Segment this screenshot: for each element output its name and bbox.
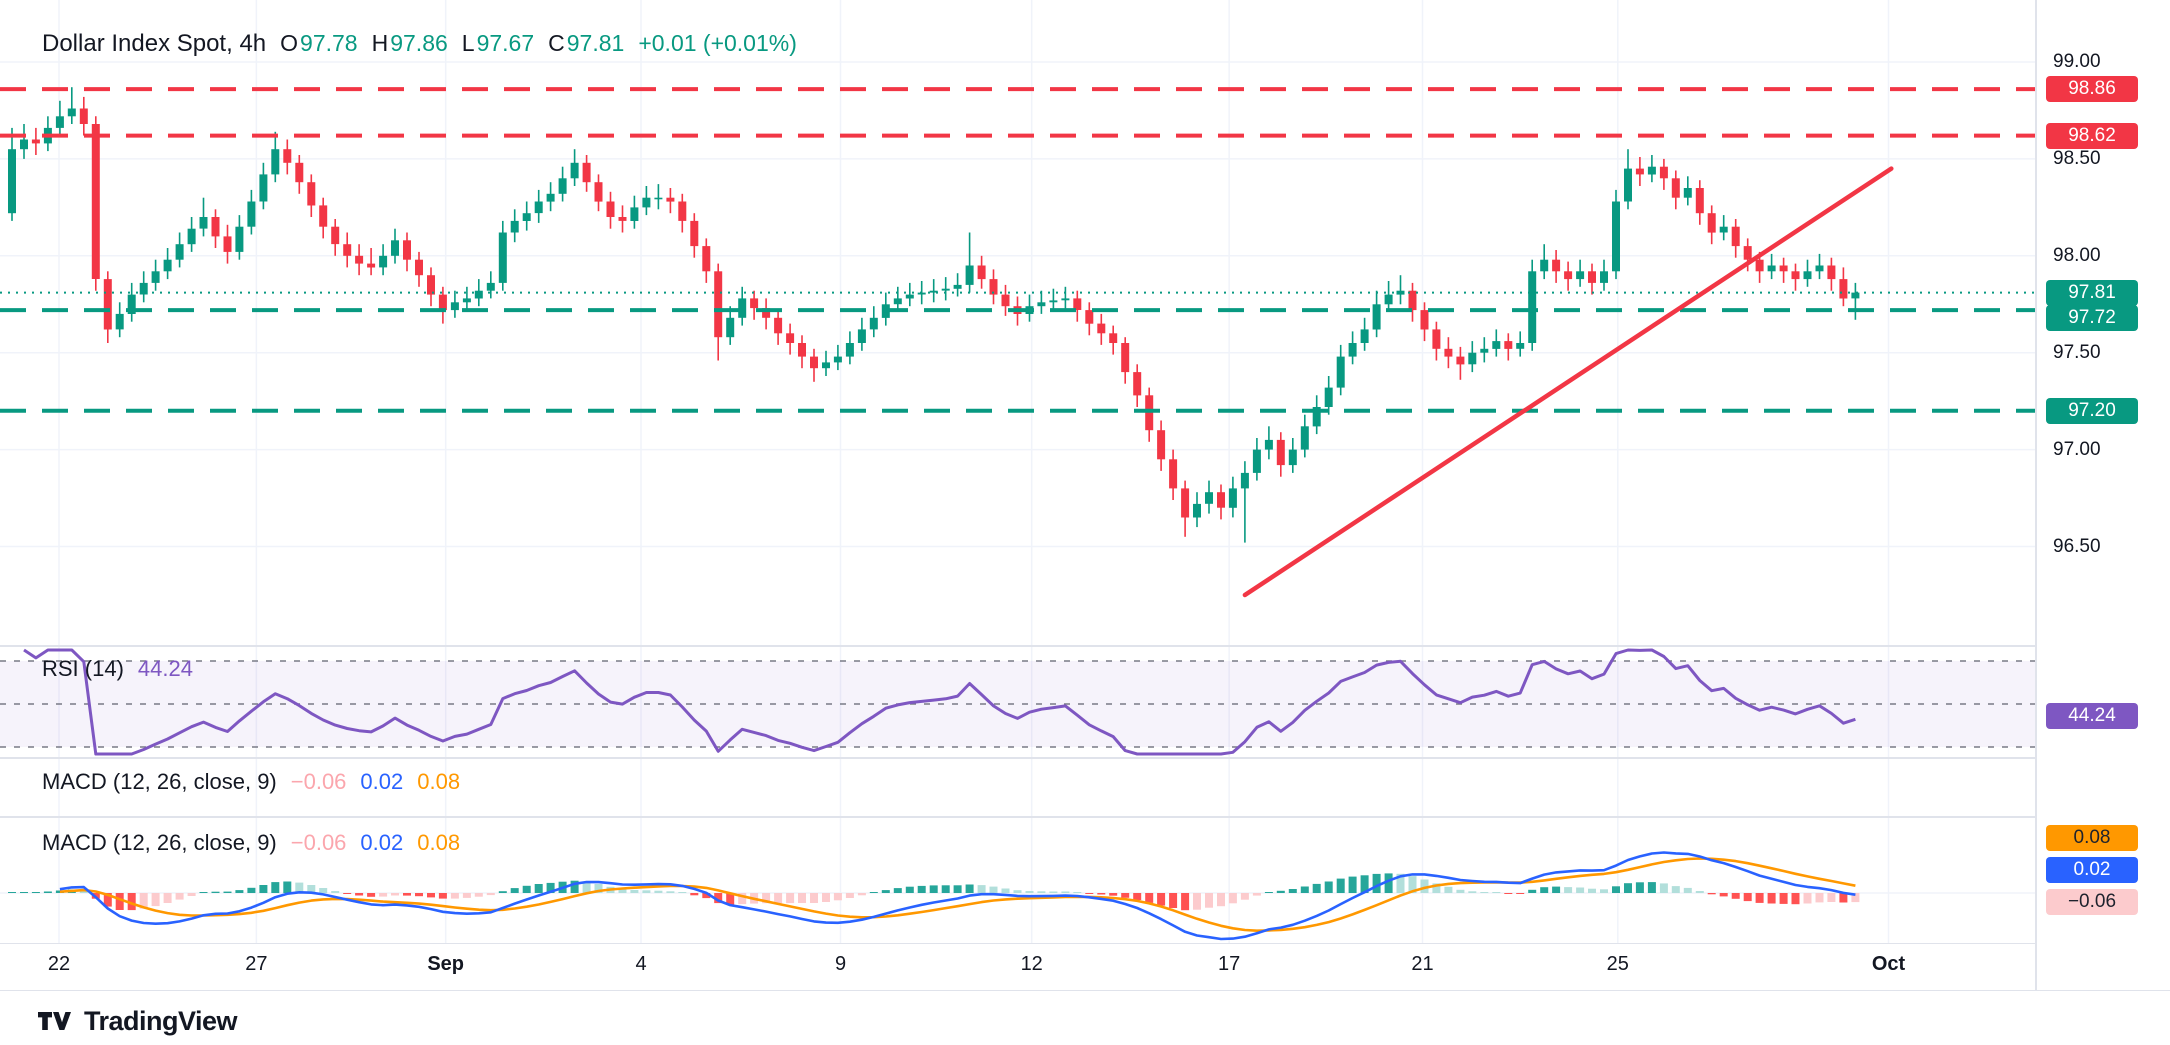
price-axis[interactable]: 99.00 98.50 98.00 97.50 97.00 96.50 98.86 98.62… [2035, 0, 2170, 990]
price-level-badge: 98.62 [2046, 122, 2138, 149]
pane-separator[interactable] [0, 757, 2170, 759]
macd-signal-value: 0.08 [417, 769, 461, 794]
price-tick: 98.00 [2053, 244, 2101, 266]
price-level-badge: 98.86 [2046, 76, 2138, 103]
tradingview-logo-icon [38, 1012, 71, 1030]
time-label: 25 [1606, 953, 1629, 975]
macd-hist-value: −0.06 [290, 769, 347, 794]
pane-separator [0, 989, 2170, 991]
time-label: 21 [1411, 953, 1434, 975]
macd-value-badge: 0.08 [2046, 825, 2138, 851]
time-label: 22 [47, 953, 71, 975]
ohlc-open: O 97.78 [280, 30, 357, 57]
macd-value-badge: −0.06 [2046, 889, 2138, 915]
time-label: 27 [245, 953, 268, 975]
price-level-badge: 97.20 [2046, 397, 2138, 424]
high-value: 97.86 [390, 30, 448, 56]
close-value: 97.81 [566, 30, 625, 56]
macd-line-value: 0.02 [360, 830, 404, 855]
price-level-badge: 97.81 [2046, 279, 2138, 306]
tradingview-attribution[interactable]: TradingView [38, 1000, 238, 1042]
chart-legend: Dollar Index Spot, 4h O 97.78 H 97.86 L 97.… [42, 30, 797, 58]
macd-label[interactable]: MACD (12, 26, close, 9) [42, 769, 277, 794]
pane-separator[interactable] [0, 645, 2170, 647]
macd-line-value: 0.02 [360, 769, 404, 794]
ohlc-high: H 97.86 [372, 30, 448, 57]
close-label: C [548, 30, 565, 56]
macd-signal-value: 0.08 [417, 830, 461, 855]
macd-pane-canvas[interactable] [0, 817, 2035, 944]
price-tick: 97.00 [2053, 438, 2101, 460]
macd-label[interactable]: MACD (12, 26, close, 9) [42, 830, 277, 855]
ohlc-low: L 97.67 [462, 30, 534, 57]
time-label: Oct [1871, 953, 1906, 975]
open-label: O [280, 30, 299, 56]
price-tick: 97.50 [2053, 341, 2101, 363]
price-tick: 98.50 [2053, 147, 2101, 169]
rsi-label[interactable]: RSI (14) [42, 656, 124, 681]
macd-hist-value: −0.06 [290, 830, 347, 855]
main-price-chart-canvas[interactable] [0, 0, 2035, 646]
pane-separator[interactable] [0, 816, 2170, 818]
time-label: 4 [635, 953, 647, 975]
time-label: 12 [1020, 953, 1043, 975]
time-axis[interactable]: 22 27 Sep 4 9 12 17 21 25 Oct [0, 944, 2035, 990]
low-label: L [461, 30, 475, 56]
rsi-pane-canvas[interactable] [0, 646, 2035, 758]
price-tick: 96.50 [2053, 535, 2101, 557]
price-tick: 99.00 [2053, 51, 2101, 72]
change-value: +0.01 (+0.01%) [638, 30, 797, 56]
macd-pane-collapsed-canvas[interactable] [0, 758, 2035, 817]
rsi-value-badge: 44.24 [2046, 703, 2138, 730]
symbol-title[interactable]: Dollar Index Spot, 4h [42, 30, 267, 57]
low-value: 97.67 [476, 30, 535, 56]
open-value: 97.78 [300, 30, 358, 56]
ohlc-close: C 97.81 [548, 30, 624, 57]
tradingview-brand-text: TradingView [84, 1005, 238, 1036]
macd-legend: MACD (12, 26, close, 9) −0.06 0.02 0.08 [42, 830, 460, 856]
macd-value-badge: 0.02 [2046, 857, 2138, 883]
price-level-badge: 97.72 [2046, 305, 2138, 332]
high-label: H [371, 30, 389, 56]
rsi-legend: RSI (14) 44.24 [42, 656, 193, 682]
time-label: 17 [1217, 953, 1241, 975]
rsi-value: 44.24 [137, 656, 193, 681]
time-label: 9 [834, 953, 847, 975]
time-label: Sep [427, 953, 465, 975]
macd-legend-collapsed: MACD (12, 26, close, 9) −0.06 0.02 0.08 [42, 769, 460, 795]
